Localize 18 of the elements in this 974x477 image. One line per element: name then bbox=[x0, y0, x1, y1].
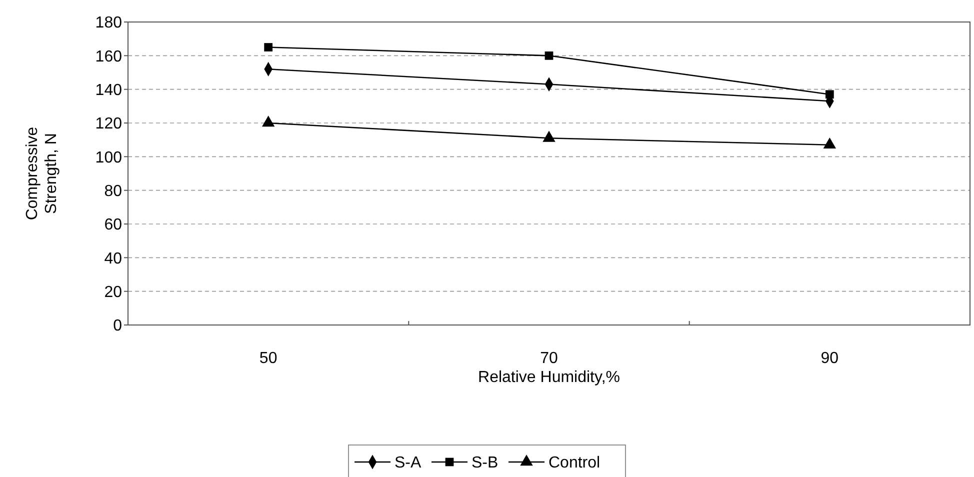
legend-label: Control bbox=[548, 454, 600, 472]
y-tick-label: 100 bbox=[95, 149, 122, 166]
legend-label: S-B bbox=[472, 454, 498, 472]
y-tick-label: 60 bbox=[104, 216, 122, 234]
x-tick-label: 90 bbox=[820, 350, 839, 367]
x-tick-label: 70 bbox=[540, 350, 558, 367]
y-tick-label: 180 bbox=[95, 14, 122, 32]
y-axis-title: Compressive Strength, N bbox=[24, 126, 60, 220]
y-tick-label: 20 bbox=[104, 284, 122, 301]
x-tick-label: 50 bbox=[259, 350, 278, 367]
y-tick-label: 160 bbox=[95, 48, 122, 66]
y-tick-label: 80 bbox=[104, 182, 122, 200]
y-tick-label: 0 bbox=[113, 318, 122, 335]
x-axis-title: Relative Humidity,% bbox=[478, 369, 620, 386]
y-tick-label: 140 bbox=[95, 82, 122, 99]
y-tick-label: 120 bbox=[95, 116, 122, 133]
legend-label: S-A bbox=[394, 454, 422, 472]
y-tick-label: 40 bbox=[104, 250, 122, 268]
